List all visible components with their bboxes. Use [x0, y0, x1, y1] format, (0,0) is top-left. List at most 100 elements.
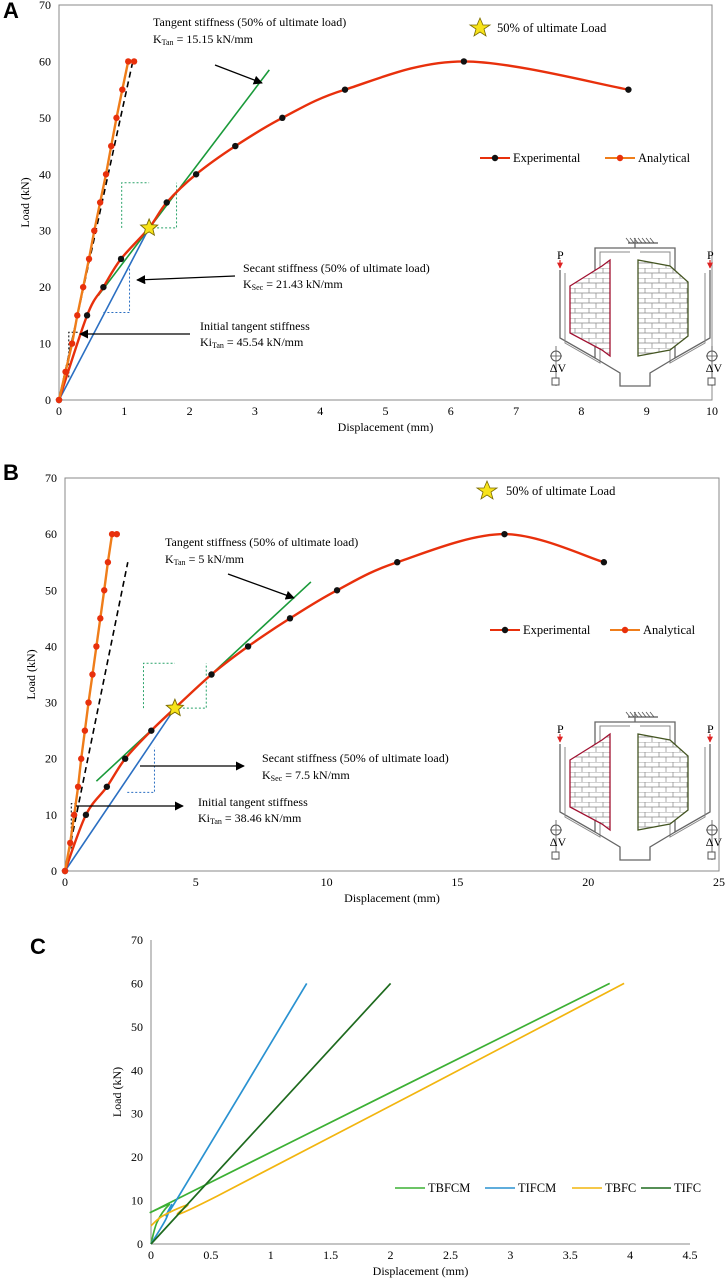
x-tick-label: 0	[148, 1248, 154, 1262]
support-hatch	[641, 711, 647, 718]
initial-title-b: Initial tangent stiffness	[198, 795, 308, 809]
legend-marker-experimental-a	[491, 154, 499, 162]
lvdt-base-icon-left	[551, 377, 560, 386]
data-point-experimental	[460, 58, 468, 65]
y-axis-label: Load (kN)	[24, 649, 38, 699]
right-masonry-panel	[637, 259, 689, 357]
series-line-analytical-a	[57, 60, 135, 401]
tangent-value-b: KTan = 5 kN/mm	[165, 552, 245, 567]
y-tick-label: 0	[137, 1237, 143, 1251]
y-tick-label: 0	[45, 393, 51, 407]
data-point-analytical	[108, 530, 116, 538]
data-point-analytical	[96, 199, 104, 206]
initial-title-a: Initial tangent stiffness	[200, 319, 310, 333]
initial-value-a: KiTan = 45.54 kN/mm	[200, 335, 304, 350]
legend-marker-experimental-b	[501, 626, 509, 634]
x-tick-label: 25	[713, 875, 725, 889]
y-tick-label: 40	[131, 1063, 143, 1077]
data-point-experimental	[103, 783, 111, 790]
secant-title-a: Secant stiffness (50% of ultimate load)	[243, 261, 430, 275]
data-point-analytical	[74, 312, 81, 319]
support-hatch	[629, 711, 635, 718]
lvdt-base-icon-right	[707, 377, 716, 386]
support-hatch	[637, 711, 643, 718]
plot-frame-a	[58, 4, 713, 401]
tangent-step-upper-b	[174, 663, 207, 709]
x-tick-label: 4	[317, 404, 323, 418]
secant-step-b	[127, 747, 155, 793]
data-point-experimental	[192, 171, 200, 178]
data-point-experimental	[82, 811, 90, 819]
data-point-experimental	[208, 671, 215, 678]
support-hatch	[625, 237, 631, 244]
panel-a-reference-lines	[58, 61, 270, 401]
y-tick-label: 50	[131, 1020, 143, 1034]
data-point-analytical	[61, 867, 69, 875]
panel-b-annotations: Tangent stiffness (50% of ultimate load)…	[76, 479, 696, 826]
x-tick-label: 10	[706, 404, 718, 418]
x-tick-label: 3.5	[563, 1248, 578, 1262]
panel-b-series	[61, 530, 608, 875]
secant-title-b: Secant stiffness (50% of ultimate load)	[262, 751, 449, 765]
support-hatch	[637, 237, 643, 244]
y-tick-label: 10	[131, 1194, 143, 1208]
data-point-experimental	[232, 142, 239, 150]
y-tick-label: 70	[131, 933, 143, 947]
y-tick-label: 60	[45, 527, 57, 541]
data-point-analytical	[78, 755, 85, 762]
x-tick-label: 8	[578, 404, 584, 418]
panel-label-a: A	[3, 0, 19, 23]
x-tick-label: 4	[627, 1248, 633, 1262]
x-tick-label: 2.5	[443, 1248, 458, 1262]
legend-marker-analytical-b	[621, 626, 629, 634]
data-point-analytical	[102, 171, 110, 178]
data-point-analytical	[89, 671, 96, 678]
panel-a-axes: 0 1 2 3 4 5 6 7 8 9 10 0 10 20 30 40 50 60 70 Displacement …	[18, 0, 718, 434]
tangent-title-b: Tangent stiffness (50% of ultimate load)	[165, 535, 358, 549]
tangent-step-b	[142, 662, 175, 709]
star-label-a: 50% of ultimate Load	[497, 21, 607, 35]
panel-label-c: C	[30, 934, 46, 959]
x-tick-label: 5	[383, 404, 389, 418]
data-point-analytical	[67, 839, 74, 847]
x-tick-label: 3	[252, 404, 258, 418]
y-tick-label: 30	[39, 224, 51, 238]
legend-a: Experimental Analytical	[480, 151, 691, 165]
tangent-step-upper-a	[149, 182, 178, 229]
legend-text-tbfc: TBFC	[605, 1181, 636, 1195]
series-line-experimental-a	[57, 60, 629, 401]
data-point-analytical	[85, 255, 93, 263]
x-tick-label: 20	[582, 875, 594, 889]
series-line-tbfcm	[149, 982, 611, 1245]
data-point-analytical	[101, 587, 108, 594]
panel-label-b: B	[3, 460, 19, 485]
series-line-analytical-b	[63, 532, 117, 872]
secant-value-b: KSec = 7.5 kN/mm	[262, 768, 350, 783]
y-tick-label: 30	[45, 696, 57, 710]
legend-text-tbfcm: TBFCM	[428, 1181, 470, 1195]
support-hatch	[649, 237, 655, 244]
data-point-analytical	[113, 114, 120, 122]
y-tick-label: 50	[45, 583, 57, 597]
y-axis-label: Load (kN)	[110, 1067, 124, 1117]
panel-c-series	[149, 982, 625, 1245]
series-line-tifc	[150, 982, 392, 1245]
displacement-label-right: ΔV	[706, 361, 723, 375]
plot-frame-b	[64, 477, 720, 872]
data-point-analytical	[108, 142, 115, 150]
data-point-experimental	[83, 312, 91, 319]
data-point-experimental	[244, 643, 252, 650]
tangent-line-a	[97, 69, 270, 297]
x-tick-label: 4.5	[683, 1248, 698, 1262]
x-tick-label: 7	[513, 404, 519, 418]
load-label-left: P	[557, 722, 564, 736]
x-tick-label: 2	[388, 1248, 394, 1262]
y-tick-label: 60	[39, 54, 51, 68]
legend-marker-analytical-a	[616, 154, 624, 162]
y-tick-label: 60	[131, 976, 143, 990]
legend-text-analytical-a: Analytical	[638, 151, 691, 165]
lvdt-base-icon-right	[707, 851, 716, 860]
x-axis-label: Displacement (mm)	[338, 420, 434, 434]
data-point-experimental	[394, 559, 401, 566]
